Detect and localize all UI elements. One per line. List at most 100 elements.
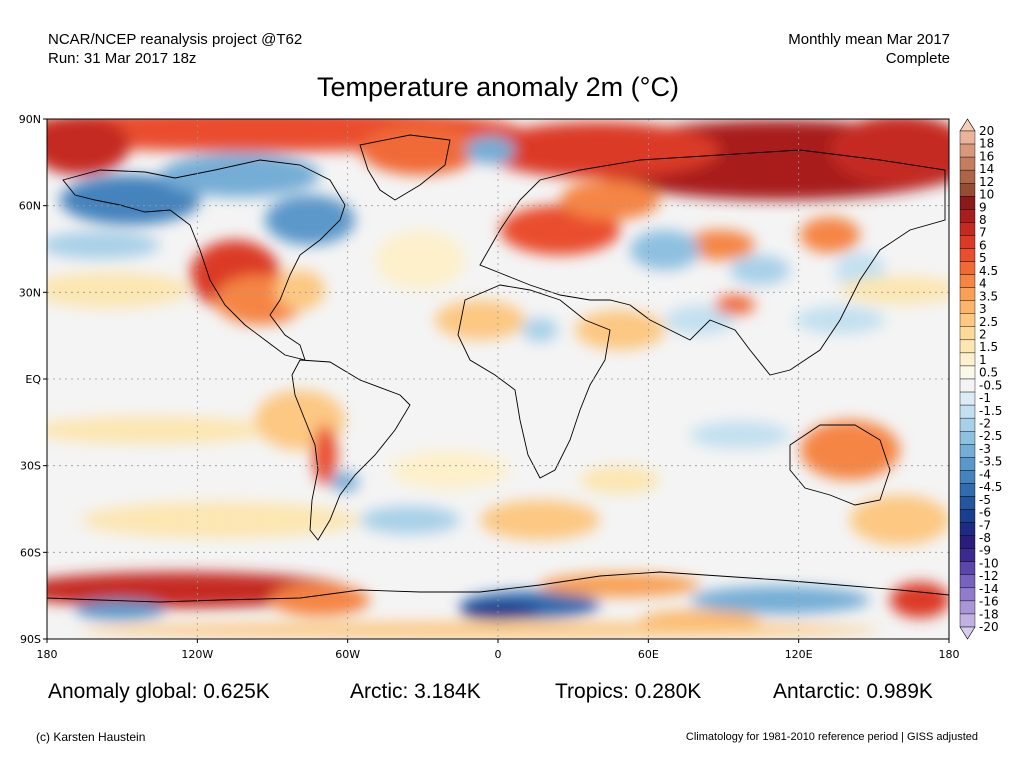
colorbar-swatch [959,600,976,615]
latitude-axis: 90N 60N 30N EQ 30S 60S 90S [19,113,47,646]
colorbar-label: 0.5 [979,366,998,380]
colorbar-label: -7 [979,518,991,532]
lon-tick-label: 60W [335,648,360,661]
lat-tick-label: 30N [19,286,41,299]
colorbar-swatch [959,274,976,288]
colorbar-swatch [959,574,976,589]
colorbar-swatch [959,378,976,393]
colorbar-swatch [959,196,976,210]
lon-tick-label: 180 [939,648,960,661]
colorbar-swatch [959,222,976,236]
colorbar-swatch [959,261,976,275]
arctic-anomaly-label: Arctic: 3.184K [350,680,481,703]
colorbar-label: -14 [979,582,999,596]
colorbar-label: 1 [979,353,987,367]
colorbar-swatch [959,326,976,341]
lat-tick-label: 90S [20,633,41,646]
period-info: Monthly mean Mar 2017 Complete [788,30,950,68]
colorbar-swatch [959,287,976,301]
tropics-anomaly-label: Tropics: 0.280K [555,680,702,703]
colorbar-swatch [959,352,976,367]
colorbar-label: -1.5 [979,404,1002,418]
antarctic-anomaly-label: Antarctic: 0.989K [773,680,933,703]
lat-tick-label: 60N [19,200,41,213]
coastlines [47,134,949,603]
colorbar-swatch [959,470,976,484]
colorbar-label: -9 [979,544,991,558]
lat-tick-label: EQ [25,373,41,386]
colorbar-label: 20 [979,124,994,138]
lat-tick-label: 30S [20,460,41,473]
graticule [47,119,949,639]
colorbar-swatch [959,457,976,471]
colorbar-swatch [959,522,976,536]
colorbar-label: -10 [979,556,999,570]
colorbar-label: 10 [979,188,994,202]
colorbar-label: -5 [979,493,991,507]
colorbar-swatch [959,339,976,354]
colorbar-label: 4 [979,277,987,291]
lon-tick-label: 120W [181,648,213,661]
colorbar-bottom-arrow [959,626,976,640]
colorbar-label: 14 [979,162,994,176]
colorbar-label: -2.5 [979,429,1002,443]
anomaly-field [47,119,949,638]
colorbar-label: 5 [979,251,987,265]
colorbar-label: -4 [979,467,991,481]
colorbar-swatch [959,365,976,380]
colorbar-swatch [959,130,976,145]
copyright-label: (c) Karsten Haustein [36,730,146,744]
colorbar-label: 12 [979,175,994,189]
colorbar-top-arrow [959,118,976,132]
colorbar-label: 2.5 [979,315,998,329]
colorbar-label: 2 [979,327,987,341]
colorbar-label: -1 [979,391,991,405]
colorbar-swatch [959,417,976,432]
project-label: NCAR/NCEP reanalysis project @T62 [48,31,303,48]
colorbar-label: 8 [979,213,987,227]
colorbar-label: -6 [979,506,991,520]
colorbar-label: 3 [979,302,987,316]
colorbar-label: 3.5 [979,289,998,303]
run-info: NCAR/NCEP reanalysis project @T62 Run: 3… [48,30,302,68]
colorbar-swatch [959,235,976,249]
colorbar-swatch [959,535,976,549]
colorbar-label: -0.5 [979,378,1002,392]
colorbar-swatch [959,156,976,171]
colorbar-swatch [959,209,976,223]
colorbar-label: 6 [979,238,987,252]
lat-tick-label: 60S [20,546,41,559]
colorbar-label: -3 [979,442,991,456]
colorbar-label: 4.5 [979,264,998,278]
colorbar-label: -4.5 [979,480,1002,494]
colorbar-label: -12 [979,569,999,583]
colorbar-swatch [959,169,976,184]
colorbar-swatch [959,183,976,197]
colorbar-label: 18 [979,137,994,151]
colorbar-label: -3.5 [979,455,1002,469]
run-time-label: Run: 31 Mar 2017 18z [48,50,197,67]
colorbar-swatch [959,561,976,575]
period-label: Monthly mean Mar 2017 [788,31,950,48]
colorbar-label: -18 [979,607,999,621]
colorbar-label: 1.5 [979,340,998,354]
lon-tick-label: 0 [495,648,502,661]
lon-tick-label: 60E [638,648,659,661]
colorbar-swatch [959,300,976,314]
colorbar-swatch [959,391,976,406]
colorbar-swatch [959,483,976,497]
colorbar-swatch [959,548,976,562]
colorbar-swatch [959,248,976,262]
colorbar-label: 16 [979,149,994,163]
colorbar-swatch [959,496,976,510]
colorbar-swatch [959,613,976,628]
colorbar-label: -16 [979,595,999,609]
lat-tick-label: 90N [19,113,41,126]
colorbar-label: -20 [979,620,999,634]
completeness-label: Complete [885,50,950,67]
colorbar-swatch [959,313,976,327]
colorbar-swatch [959,444,976,458]
map-title: Temperature anomaly 2m (°C) [317,72,679,102]
colorbar-swatch [959,509,976,523]
